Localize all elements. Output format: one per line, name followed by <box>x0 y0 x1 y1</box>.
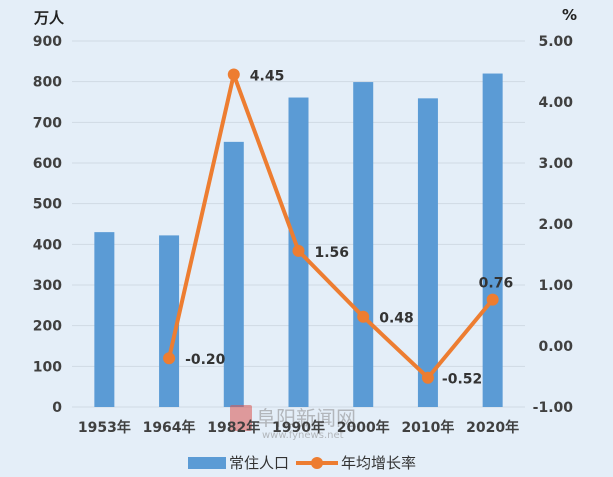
population-bar <box>353 82 374 407</box>
growth-rate-data-label: -0.20 <box>185 352 226 368</box>
x-axis-tick-label: 1990年 <box>272 419 325 436</box>
right-axis-tick-label: 3.00 <box>538 156 573 172</box>
left-axis-tick-label: 200 <box>33 319 62 335</box>
population-bar <box>159 235 180 407</box>
right-axis-unit: % <box>562 6 577 24</box>
left-axis-tick-label: 600 <box>33 156 62 172</box>
legend-line-marker <box>311 457 323 469</box>
growth-rate-line <box>167 72 495 380</box>
left-axis: 0 100 200 300 400 500 600 700 800 900 <box>33 34 62 416</box>
left-axis-tick-label: 800 <box>33 75 62 91</box>
left-axis-tick-label: 900 <box>33 34 62 50</box>
legend-bar-label: 常住人口 <box>229 454 289 472</box>
growth-rate-marker <box>227 68 240 81</box>
left-axis-unit: 万人 <box>33 9 65 27</box>
growth-rate-marker <box>486 293 499 306</box>
right-axis-tick-label: 2.00 <box>538 217 573 233</box>
x-axis: 1953年 1964年 1982年 1990年 2000年 2010年 2020年 <box>78 419 519 436</box>
growth-rate-data-label: 4.45 <box>250 69 285 85</box>
right-axis-tick-label: 1.00 <box>538 278 573 294</box>
watermark-subtext: www.fynews.net <box>262 430 344 441</box>
right-axis-tick-label: 0.00 <box>538 339 573 355</box>
x-axis-tick-label: 2000年 <box>337 419 390 436</box>
x-axis-tick-label: 1982年 <box>207 419 260 436</box>
growth-rate-data-label: 0.76 <box>479 276 514 292</box>
legend-bar-swatch <box>188 457 226 469</box>
watermark-logo-icon <box>230 405 252 431</box>
right-axis-tick-label: -1.00 <box>533 400 574 416</box>
population-bar <box>417 98 438 407</box>
legend-line-label: 年均增长率 <box>341 454 416 472</box>
x-axis-tick-label: 1964年 <box>143 419 196 436</box>
left-axis-tick-label: 300 <box>33 278 62 294</box>
left-axis-tick-label: 400 <box>33 237 62 253</box>
left-axis-tick-label: 100 <box>33 359 62 375</box>
growth-rate-data-label: 1.56 <box>315 245 350 261</box>
x-axis-tick-label: 1953年 <box>78 419 131 436</box>
growth-rate-data-label: -0.52 <box>442 372 482 388</box>
growth-rate-data-label: 0.48 <box>379 311 414 327</box>
growth-rate-marker <box>421 371 434 384</box>
population-bar <box>482 73 503 408</box>
growth-rate-marker <box>163 352 176 365</box>
population-bar <box>94 232 115 407</box>
population-bar <box>223 141 244 407</box>
legend: 常住人口 年均增长率 <box>188 454 416 472</box>
watermark: 阜阳新闻网 www.fynews.net <box>230 405 356 441</box>
left-axis-tick-label: 0 <box>52 400 62 416</box>
right-axis-tick-label: 5.00 <box>538 34 573 50</box>
left-axis-tick-label: 700 <box>33 115 62 131</box>
x-axis-tick-label: 2010年 <box>401 419 454 436</box>
left-axis-tick-label: 500 <box>33 197 62 213</box>
x-axis-tick-label: 2020年 <box>466 419 519 436</box>
growth-rate-marker <box>357 310 370 323</box>
watermark-text: 阜阳新闻网 <box>256 406 356 430</box>
line-series: -0.20 4.45 1.56 0.48 -0.52 0.76 <box>163 68 514 388</box>
growth-rate-marker <box>292 244 305 257</box>
right-axis-tick-label: 4.00 <box>538 95 573 111</box>
right-axis: -1.00 0.00 1.00 2.00 3.00 4.00 5.00 <box>533 34 574 416</box>
